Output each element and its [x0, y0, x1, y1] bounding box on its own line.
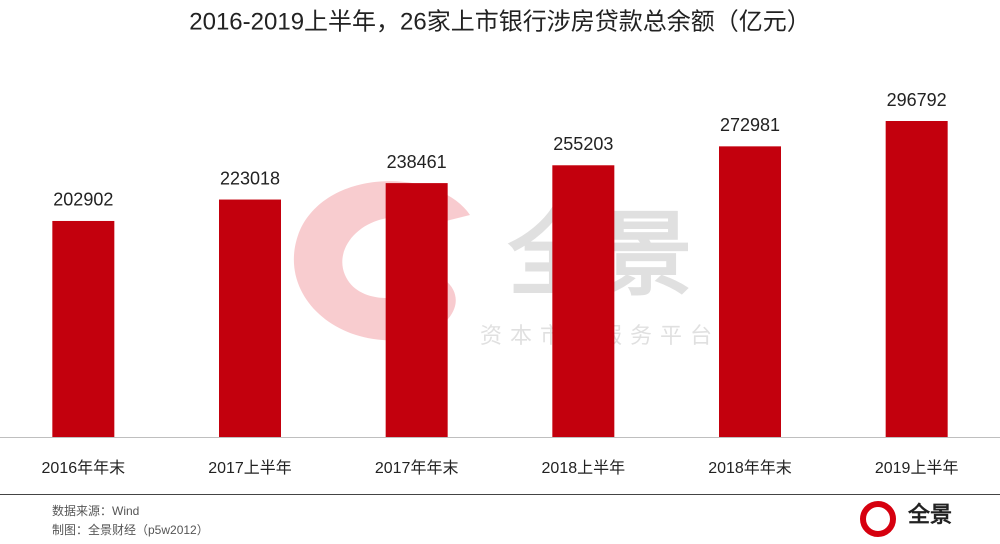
- logo-text: 全景: [907, 502, 952, 527]
- logo: 全景: [860, 501, 952, 537]
- data-label: 238461: [387, 152, 447, 172]
- x-tick-label: 2016年年末: [42, 459, 126, 477]
- x-tick-label: 2019上半年: [875, 459, 959, 477]
- bar: [885, 121, 948, 437]
- data-label: 272981: [720, 115, 780, 135]
- x-tick-label: 2018上半年: [542, 459, 626, 477]
- credit-note: 制图：全景财经（p5w2012）: [52, 522, 209, 537]
- chart-title: 2016-2019上半年，26家上市银行涉房贷款总余额（亿元）: [189, 8, 810, 35]
- watermark: 全景 资本市场服务平台: [293, 181, 712, 348]
- source-note: 数据来源：Wind: [52, 503, 139, 518]
- x-tick-label: 2017上半年: [208, 459, 292, 477]
- bar: [219, 199, 281, 437]
- bar: [719, 146, 781, 437]
- logo-mark: [860, 501, 896, 537]
- data-label: 255203: [553, 134, 613, 154]
- x-tick-label: 2017年年末: [375, 459, 459, 477]
- data-label: 296792: [887, 90, 947, 110]
- bar: [52, 220, 115, 437]
- bar: [552, 165, 615, 438]
- x-tick-label: 2018年年末: [708, 459, 792, 477]
- data-label: 202902: [53, 190, 113, 210]
- data-label: 223018: [220, 168, 280, 188]
- bar: [385, 183, 448, 437]
